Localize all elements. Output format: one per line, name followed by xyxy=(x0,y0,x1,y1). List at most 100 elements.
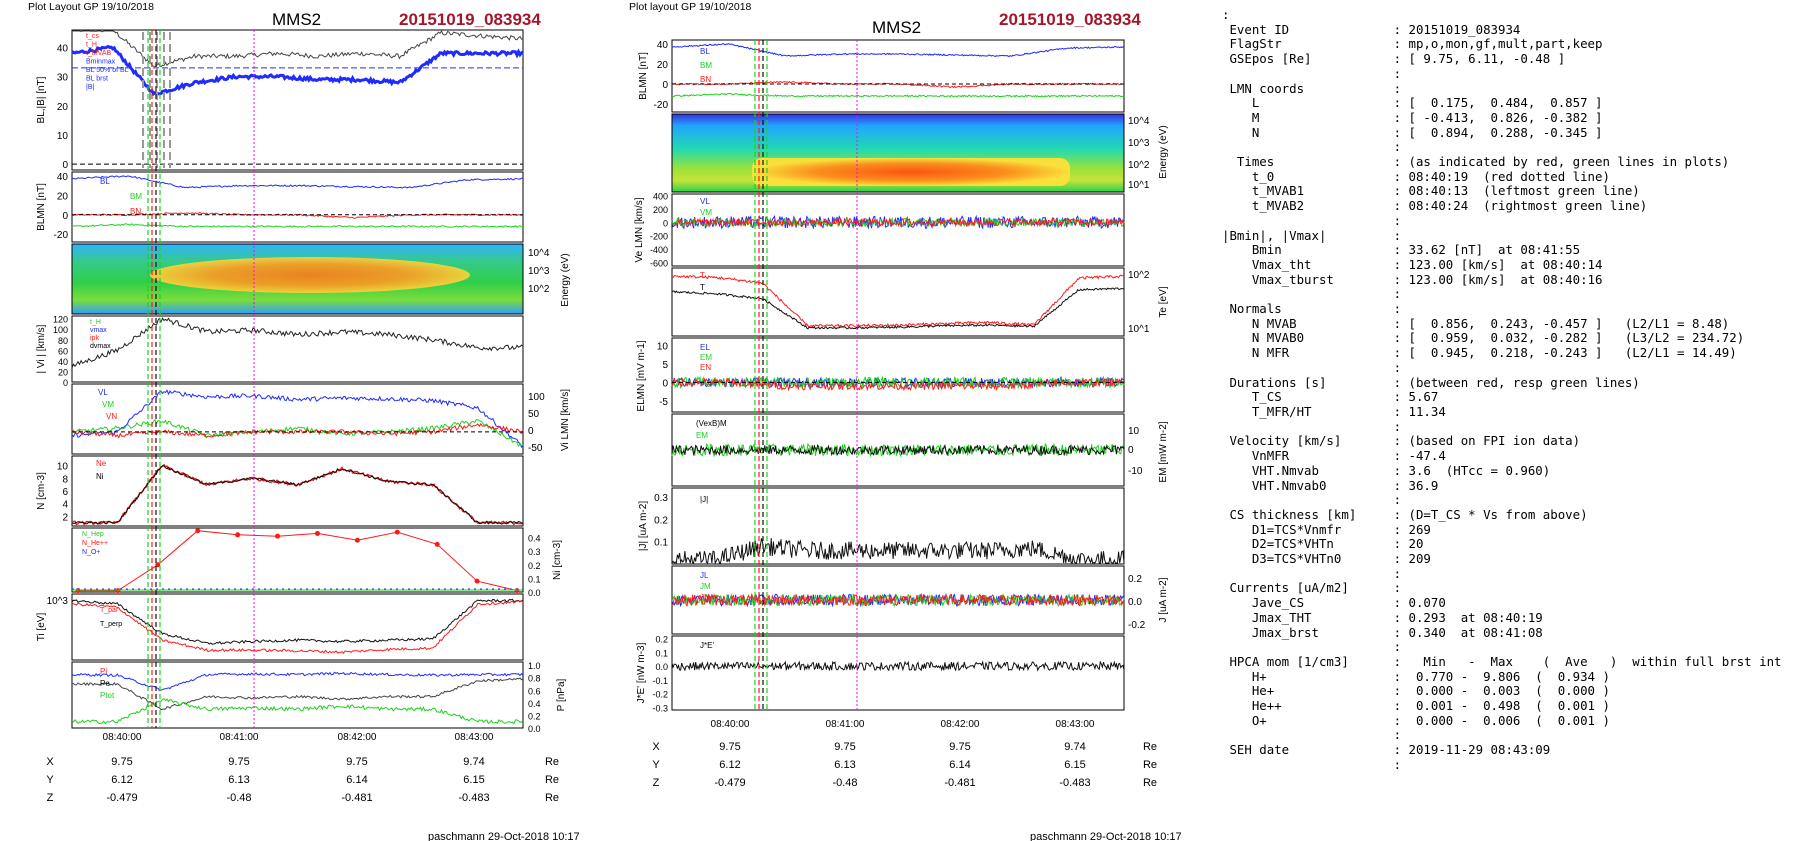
ephem-row-label: Y xyxy=(652,759,660,771)
ephem-value: -0.479 xyxy=(714,777,745,789)
legend-entry: T xyxy=(700,283,705,292)
ve-m-line xyxy=(671,216,1125,228)
left-panel-4-frame xyxy=(71,315,524,383)
legend-entry: T_perp xyxy=(100,621,122,628)
summary-line: Normals : xyxy=(1229,301,1402,317)
ephem-row-label: X xyxy=(46,756,54,768)
ytick-label: -10 xyxy=(1128,466,1143,477)
legend-entry: T xyxy=(700,271,705,280)
summary-line: T_MFR/HT : 11.34 xyxy=(1251,403,1446,419)
legend-entry: JN xyxy=(700,593,710,602)
legend-entry: BM xyxy=(700,61,712,70)
pi-line xyxy=(71,677,524,711)
summary-line: Vmax_tburst : 123.00 [km/s] at 08:40:16 xyxy=(1251,271,1603,287)
summary-line: : xyxy=(1393,212,1402,228)
summary-line: Times : (as indicated by red, green line… xyxy=(1236,154,1730,170)
summary-line: : xyxy=(1393,492,1402,508)
summary-line: Jmax_brst : 0.340 at 08:41:08 xyxy=(1251,624,1543,640)
ytick-label: 0.4 xyxy=(528,534,541,544)
ytick-label: 0.4 xyxy=(528,699,541,709)
ephem-value: 9.75 xyxy=(834,741,855,753)
legend-entry: t_H xyxy=(86,42,97,49)
ephem-value: -0.481 xyxy=(341,792,372,804)
ytick-label: 20 xyxy=(57,191,69,202)
legend-entry: J*E' xyxy=(700,641,714,650)
legend-entry: t_H xyxy=(90,319,101,326)
time-tick-label: 08:42:00 xyxy=(338,732,377,743)
ephem-row-label: Z xyxy=(47,792,54,804)
ytick-label: -5 xyxy=(659,397,668,408)
summary-line: t_MVAB2 : 08:40:24 (rightmost green line… xyxy=(1251,198,1648,214)
ytick-label: 100 xyxy=(53,325,68,335)
ylabel: | Vi | [km/s] xyxy=(36,324,47,373)
summary-line: M : [ -0.413, 0.826, -0.382 ] xyxy=(1251,109,1603,125)
ylabel: BLMN [nT] xyxy=(36,183,47,231)
legend-entry: EM xyxy=(696,431,708,440)
legend-entry: JM xyxy=(700,582,711,591)
ytick-label: -0.1 xyxy=(652,676,668,686)
legend-entry: VN xyxy=(700,219,711,228)
ytick-label: 0.3 xyxy=(654,493,668,504)
legend-entry: BN xyxy=(130,207,141,216)
j-mag-line xyxy=(671,538,1125,565)
ytick-label: -0.3 xyxy=(652,703,668,713)
ytick-label: 20 xyxy=(57,102,69,113)
he-pp-line xyxy=(78,530,518,592)
summary-line: D3=TCS*VHTn0 : 209 xyxy=(1251,551,1431,567)
ephem-row-label: Z xyxy=(653,777,660,789)
ytick-label: 0.8 xyxy=(528,674,541,684)
footer-left: paschmann 29-Oct-2018 10:17 xyxy=(428,831,580,841)
ytick-label: 10^1 xyxy=(1128,180,1150,191)
summary-line: : xyxy=(1393,727,1402,743)
legend-entry: EN xyxy=(700,363,711,372)
ytick-label: -0.2 xyxy=(1128,620,1146,631)
ytick-label: 0.0 xyxy=(655,662,668,672)
ptot-line xyxy=(71,671,524,692)
legend-entry: BL xyxy=(100,177,110,186)
ytick-label: 50 xyxy=(528,409,540,420)
ephem-value: 6.13 xyxy=(834,759,855,771)
ytick-label: 0.2 xyxy=(655,635,668,645)
summary-line: VHT.Nmvab0 : 36.9 xyxy=(1251,477,1439,493)
summary-line: VnMFR : -47.4 xyxy=(1251,448,1446,464)
ytick-label: 6 xyxy=(62,487,68,498)
summary-line: t_MVAB1 : 08:40:13 (leftmost green line) xyxy=(1251,183,1640,199)
layout-label-right: Plot layout GP 19/10/2018 xyxy=(629,1,752,13)
ytick-label: 0 xyxy=(63,378,68,388)
ephem-unit: Re xyxy=(545,756,559,768)
ytick-label: 0.2 xyxy=(528,711,541,721)
summary-line: Event ID : 20151019_083934 xyxy=(1229,21,1521,37)
summary-line: H+ : 0.770 - 9.806 ( 0.934 ) xyxy=(1251,668,1610,684)
summary-line: Velocity [km/s] : (based on FPI ion data… xyxy=(1229,433,1581,449)
vilmn-VM-line xyxy=(71,419,524,447)
ephem-value: 6.14 xyxy=(949,759,970,771)
te-perp-line xyxy=(671,287,1124,330)
ytick-label: 10^4 xyxy=(1128,116,1150,127)
summary-line: He++ : 0.001 - 0.498 ( 0.001 ) xyxy=(1251,698,1610,714)
legend-entry: |J| xyxy=(700,495,708,504)
ylabel: |J| [uA m-2] xyxy=(638,501,649,551)
ytick-label: 200 xyxy=(653,205,668,215)
left-panel-7-frame xyxy=(71,527,524,593)
blmn-BL-line xyxy=(71,175,524,189)
ytick-label: 8 xyxy=(62,474,68,485)
he-pp-point xyxy=(275,533,281,539)
ytick-label: 0.2 xyxy=(654,515,668,526)
legend-entry: BM xyxy=(130,192,142,201)
legend-entry: T_par xyxy=(100,607,119,614)
ylabel: Energy (eV) xyxy=(1158,125,1169,178)
summary-line: N : [ 0.894, 0.288, -0.345 ] xyxy=(1251,124,1603,140)
ylabel: Ni [cm-3] xyxy=(552,540,563,580)
right-panel-5-frame xyxy=(671,337,1125,413)
legend-entry: |B| xyxy=(86,84,94,91)
ytick-label: 0.2 xyxy=(1128,574,1142,585)
ephem-value: 9.75 xyxy=(949,741,970,753)
legend-entry: BL xyxy=(700,47,710,56)
summary-line: N MVAB0 : [ 0.959, 0.032, -0.282 ] (L3/L… xyxy=(1251,330,1745,346)
te-par-line xyxy=(671,274,1125,329)
right-panel-1-frame xyxy=(671,39,1125,113)
legend-entry: BL brst xyxy=(86,76,108,83)
legend-entry: VN xyxy=(106,412,117,421)
